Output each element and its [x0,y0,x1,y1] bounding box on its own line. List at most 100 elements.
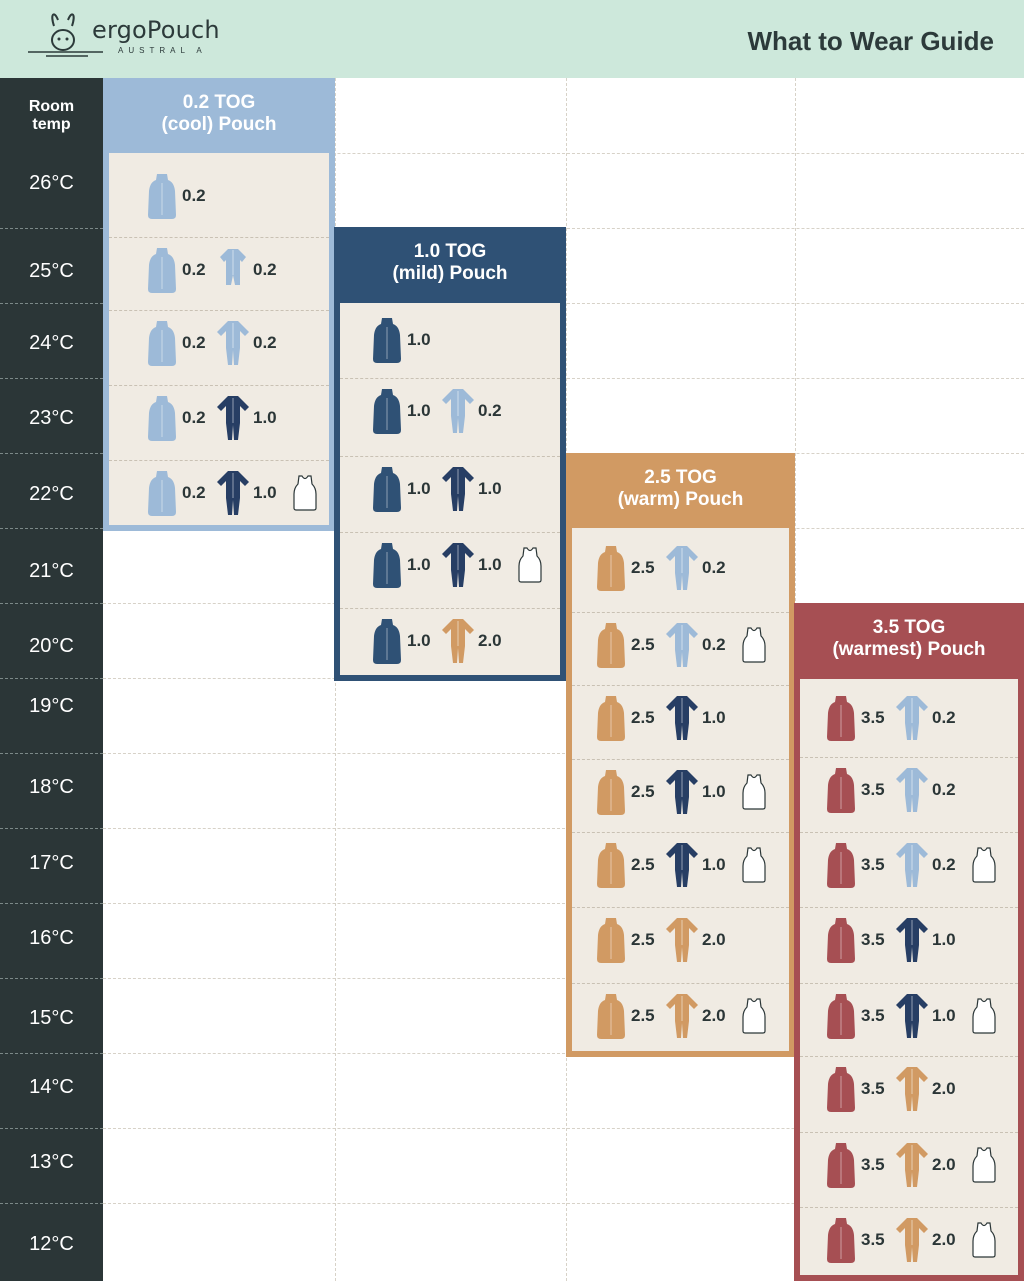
pouch-tog-value: 2.5 [631,930,655,949]
bodysuit-tog-value: 1.0 [478,479,502,498]
outfit-row: 2.5 2.0 [594,991,768,1041]
temperature-column: Room temp 26°C 25°C 24°C 23°C 22°C 21°C 20°C 19… [0,78,103,1281]
short-bodysuit-icon [220,249,246,285]
pouch-row-separator [800,1132,1018,1133]
long-bodysuit-icon [896,843,928,887]
grid-row-line [103,1053,1024,1054]
bodysuit-tog-value: 0.2 [932,855,956,874]
bodysuit-tog-value: 1.0 [932,930,956,949]
pouch-tog-value: 3.5 [861,930,885,949]
temp-label: 22°C [29,483,74,505]
pouch-tog-value: 2.5 [631,1006,655,1025]
temp-separator [0,903,103,904]
temp-separator [0,303,103,304]
long-bodysuit-icon [896,918,928,962]
sleeping-bag-icon [373,467,401,512]
pouch-tog-value: 0.2 [182,333,206,352]
temp-separator [0,603,103,604]
long-bodysuit-icon [442,389,474,433]
bodysuit-tog-value: 2.0 [702,1006,726,1025]
outfit-row: 1.0 1.0 [370,464,512,514]
temp-label: 15°C [29,1007,74,1029]
outfit-row: 3.5 1.0 [824,915,966,965]
temp-separator [0,453,103,454]
sleeping-bag-icon [597,843,625,888]
bodysuit-tog-value: 1.0 [932,1006,956,1025]
pouch-row-separator [800,1056,1018,1057]
temp-label: 23°C [29,407,74,429]
sleeping-bag-icon [827,1218,855,1263]
temp-label: 14°C [29,1076,74,1098]
pouch-tog-value: 1.0 [407,555,431,574]
pouch-row-separator [800,1207,1018,1208]
pouch-tog-value: 3.5 [861,855,885,874]
grid-row-line [103,828,1024,829]
singlet-icon [293,475,317,511]
outfit-row: 3.5 0.2 [824,693,966,743]
outfit-row: 3.5 2.0 [824,1215,998,1265]
long-bodysuit-icon [896,1143,928,1187]
pouch-warmth-title: (warmest) Pouch [832,639,986,660]
outfit-row: 3.5 2.0 [824,1140,998,1190]
pouch-row-separator [572,759,789,760]
pouch-row-separator [800,757,1018,758]
long-bodysuit-icon [896,768,928,812]
pouch-row-separator [109,237,329,238]
long-bodysuit-icon [217,396,249,440]
outfit-row: 0.2 [145,171,216,221]
pouch-tog-value: 3.5 [861,708,885,727]
brand-subtitle: AUSTRAL A [118,46,207,55]
pouch-panel-cool: 0.2 TOG (cool) Pouch 0.2 0.2 0.2 0.2 0.2 0.2 1.0… [103,78,335,531]
pouch-header: 0.2 TOG (cool) Pouch [103,78,335,153]
temp-label: 18°C [29,776,74,798]
bodysuit-tog-value: 1.0 [253,483,277,502]
sleeping-bag-icon [597,696,625,741]
pouch-tog-value: 2.5 [631,708,655,727]
sleeping-bag-icon [827,994,855,1039]
pouch-row-separator [572,983,789,984]
pouch-header: 1.0 TOG (mild) Pouch [334,227,566,303]
bodysuit-tog-value: 0.2 [253,260,277,279]
bodysuit-tog-value: 0.2 [253,333,277,352]
pouch-row-separator [340,608,560,609]
bodysuit-tog-value: 0.2 [702,558,726,577]
outfit-row: 3.5 0.2 [824,765,966,815]
temp-separator [0,1053,103,1054]
long-bodysuit-icon [666,994,698,1038]
outfit-row: 1.0 [370,315,441,365]
long-bodysuit-icon [896,696,928,740]
long-bodysuit-icon [896,994,928,1038]
temp-separator [0,978,103,979]
long-bodysuit-icon [896,1067,928,1111]
pouch-header: 2.5 TOG (warm) Pouch [566,453,795,528]
outfit-row: 1.0 0.2 [370,386,512,436]
pouch-tog-value: 3.5 [861,780,885,799]
sleeping-bag-icon [373,543,401,588]
outfit-row: 0.2 0.2 [145,245,287,295]
sleeping-bag-icon [597,770,625,815]
outfit-row: 2.5 2.0 [594,915,736,965]
bodysuit-tog-value: 0.2 [478,401,502,420]
temp-label: 19°C [29,695,74,717]
temp-separator [0,528,103,529]
long-bodysuit-icon [666,770,698,814]
sleeping-bag-icon [373,619,401,664]
sleeping-bag-icon [827,1067,855,1112]
outfit-row: 3.5 1.0 [824,991,998,1041]
bodysuit-tog-value: 1.0 [702,855,726,874]
pouch-tog-title: 2.5 TOG [644,467,717,488]
outfit-row: 2.5 1.0 [594,767,768,817]
pouch-tog-value: 0.2 [182,483,206,502]
page-title: What to Wear Guide [747,26,994,56]
singlet-icon [742,774,766,810]
pouch-header: 3.5 TOG (warmest) Pouch [794,603,1024,679]
pouch-row-separator [109,310,329,311]
sleeping-bag-icon [827,696,855,741]
bodysuit-tog-value: 2.0 [932,1155,956,1174]
long-bodysuit-icon [666,918,698,962]
temp-label: 16°C [29,927,74,949]
bodysuit-tog-value: 0.2 [932,780,956,799]
pouch-tog-value: 1.0 [407,479,431,498]
singlet-icon [518,547,542,583]
sleeping-bag-icon [827,1143,855,1188]
